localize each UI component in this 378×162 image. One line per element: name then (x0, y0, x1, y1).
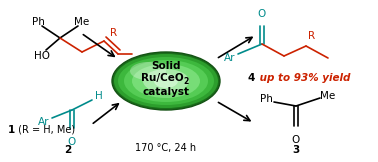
Text: 2: 2 (64, 145, 71, 155)
Ellipse shape (130, 62, 166, 80)
Text: 4: 4 (248, 73, 256, 83)
Text: R: R (308, 31, 316, 41)
Text: H: H (95, 91, 103, 101)
Ellipse shape (143, 69, 189, 93)
Text: 1: 1 (8, 125, 15, 135)
Text: O: O (292, 135, 300, 145)
Ellipse shape (114, 54, 218, 108)
Text: R: R (110, 28, 118, 38)
Ellipse shape (154, 74, 178, 88)
Text: O: O (68, 137, 76, 147)
Text: Solid: Solid (151, 61, 181, 71)
Text: 3: 3 (292, 145, 300, 155)
Ellipse shape (132, 64, 200, 98)
Ellipse shape (124, 60, 208, 102)
Text: Me: Me (321, 91, 336, 101)
Text: HO: HO (34, 51, 50, 61)
Ellipse shape (112, 52, 220, 110)
Text: Ph: Ph (260, 94, 273, 104)
Text: catalyst: catalyst (143, 87, 189, 97)
Text: Ar: Ar (38, 117, 50, 127)
Text: Ar: Ar (224, 53, 236, 63)
Text: Ph: Ph (31, 17, 45, 27)
Text: Ru/CeO: Ru/CeO (141, 73, 183, 83)
Text: Me: Me (74, 17, 90, 27)
Text: (R = H, Me): (R = H, Me) (15, 125, 75, 135)
Text: 170 °C, 24 h: 170 °C, 24 h (135, 143, 197, 153)
Ellipse shape (118, 57, 214, 105)
Text: 2: 2 (183, 77, 189, 87)
Text: up to 93% yield: up to 93% yield (256, 73, 350, 83)
Text: O: O (258, 9, 266, 19)
